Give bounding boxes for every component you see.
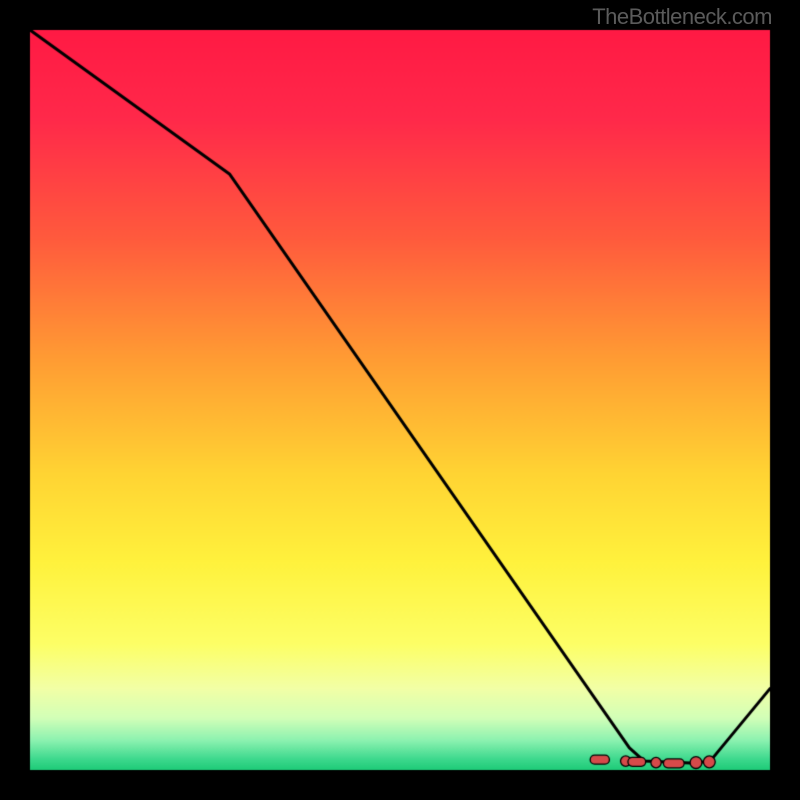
bottleneck-chart	[0, 0, 800, 800]
watermark-label: TheBottleneck.com	[592, 4, 772, 30]
chart-container: TheBottleneck.com	[0, 0, 800, 800]
